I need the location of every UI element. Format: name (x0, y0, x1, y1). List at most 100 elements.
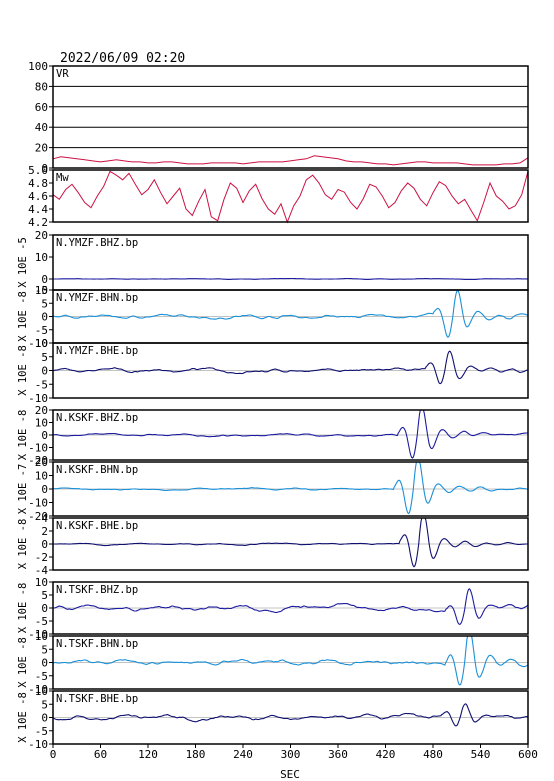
y-axis-label: X 10E -8 (17, 583, 29, 634)
y-tick-label: 10 (35, 630, 48, 643)
y-tick-label: 0 (41, 712, 48, 725)
y-axis-label: X 10E -8 (17, 410, 29, 461)
x-tick-label: 420 (376, 748, 396, 761)
y-tick-label: 5 (41, 643, 48, 656)
panel-label: Mw (56, 172, 69, 184)
y-tick-label: 5 (41, 297, 48, 310)
panel-label: N.YMZF.BHN.bp (56, 292, 138, 304)
x-tick-label: 360 (328, 748, 348, 761)
y-tick-label: -10 (28, 628, 48, 641)
y-tick-label: 100 (28, 60, 48, 73)
y-tick-label: 20 (35, 456, 48, 469)
y-tick-label: 0 (41, 273, 48, 286)
y-tick-label: 10 (35, 337, 48, 350)
y-tick-label: -10 (28, 442, 48, 455)
panel-label: N.YMZF.BHZ.bp (56, 237, 138, 249)
x-axis-label: SEC (280, 768, 300, 781)
y-tick-label: -10 (28, 392, 48, 405)
series-line (52, 588, 529, 626)
series-line (53, 409, 529, 459)
y-tick-label: 4 (41, 512, 48, 525)
x-tick-label: 480 (423, 748, 443, 761)
panel-label: N.TSKF.BHZ.bp (56, 584, 138, 596)
series-line (52, 350, 529, 385)
panel-label: N.TSKF.BHE.bp (56, 693, 138, 705)
x-tick-label: 540 (471, 748, 491, 761)
y-tick-label: -4 (35, 564, 49, 577)
y-tick-label: 0 (41, 429, 48, 442)
y-tick-label: 4.8 (28, 177, 48, 190)
y-tick-label: 10 (35, 470, 48, 483)
y-tick-label: -10 (28, 497, 48, 510)
y-tick-label: 2 (41, 525, 48, 538)
y-tick-label: 10 (35, 685, 48, 698)
series-line (52, 703, 529, 727)
y-tick-label: 5 (41, 698, 48, 711)
y-tick-label: 20 (35, 142, 48, 155)
panel-label: N.KSKF.BHN.bp (56, 464, 138, 476)
y-tick-label: 0 (41, 538, 48, 551)
x-tick-label: 300 (281, 748, 301, 761)
panel-label: N.KSKF.BHE.bp (56, 520, 138, 532)
y-tick-label: -5 (35, 725, 48, 738)
y-tick-label: 5 (41, 351, 48, 364)
x-tick-label: 120 (138, 748, 158, 761)
y-tick-label: -5 (35, 615, 48, 628)
y-axis-label: X 10E -7 (17, 464, 29, 515)
series-line (52, 635, 529, 686)
y-tick-label: 40 (35, 121, 48, 134)
y-tick-label: 20 (35, 404, 48, 417)
y-tick-label: 4.2 (28, 216, 48, 229)
y-axis-label: X 10E -8 (17, 345, 29, 396)
y-tick-label: 0 (41, 311, 48, 324)
panel-frame (52, 65, 529, 169)
series-line (53, 517, 528, 568)
y-axis-label: X 10E -8 (17, 519, 29, 570)
y-tick-label: 5 (41, 589, 48, 602)
y-tick-label: -5 (35, 670, 48, 683)
y-tick-label: 60 (35, 101, 48, 114)
y-tick-label: -5 (35, 324, 48, 337)
y-tick-label: 10 (35, 251, 48, 264)
y-tick-label: -20 (28, 454, 48, 467)
series-line (53, 277, 528, 281)
figure-title: 2022/06/09 02:20 (60, 51, 185, 66)
y-tick-label: 4.6 (28, 190, 48, 203)
x-tick-label: 240 (233, 748, 253, 761)
y-tick-label: -5 (35, 284, 48, 297)
y-axis-label: X 10E -5 (17, 237, 29, 288)
series-line (52, 155, 529, 166)
y-axis-label: X 10E -8 (17, 692, 29, 743)
y-tick-label: 80 (35, 80, 48, 93)
y-tick-label: 10 (35, 417, 48, 430)
y-tick-label: -10 (28, 337, 48, 350)
series-line (52, 170, 529, 224)
y-tick-label: 10 (35, 284, 48, 297)
y-axis-label: X 10E -8 (17, 637, 29, 688)
x-tick-label: 600 (518, 748, 538, 761)
y-tick-label: 0 (41, 162, 48, 175)
panel-label: N.YMZF.BHE.bp (56, 345, 138, 357)
y-tick-label: 0 (41, 657, 48, 670)
y-tick-label: 0 (41, 365, 48, 378)
series-line (52, 289, 528, 338)
panel-label: N.TSKF.BHN.bp (56, 638, 138, 650)
x-tick-label: 180 (186, 748, 206, 761)
y-tick-label: 0 (41, 483, 48, 496)
series-line (53, 461, 529, 515)
y-tick-label: -10 (28, 683, 48, 696)
y-tick-label: -5 (35, 378, 48, 391)
y-tick-label: 5.0 (28, 164, 48, 177)
y-axis-label: X 10E -8 (17, 291, 29, 342)
panel-label: N.KSKF.BHZ.bp (56, 412, 138, 424)
y-tick-label: 0 (41, 602, 48, 615)
x-tick-label: 60 (94, 748, 107, 761)
y-tick-label: 20 (35, 229, 48, 242)
y-tick-label: -10 (28, 738, 48, 751)
x-tick-label: 0 (50, 748, 57, 761)
panel-label: VR (56, 68, 69, 80)
y-tick-label: -2 (35, 551, 48, 564)
y-tick-label: 4.4 (28, 203, 48, 216)
